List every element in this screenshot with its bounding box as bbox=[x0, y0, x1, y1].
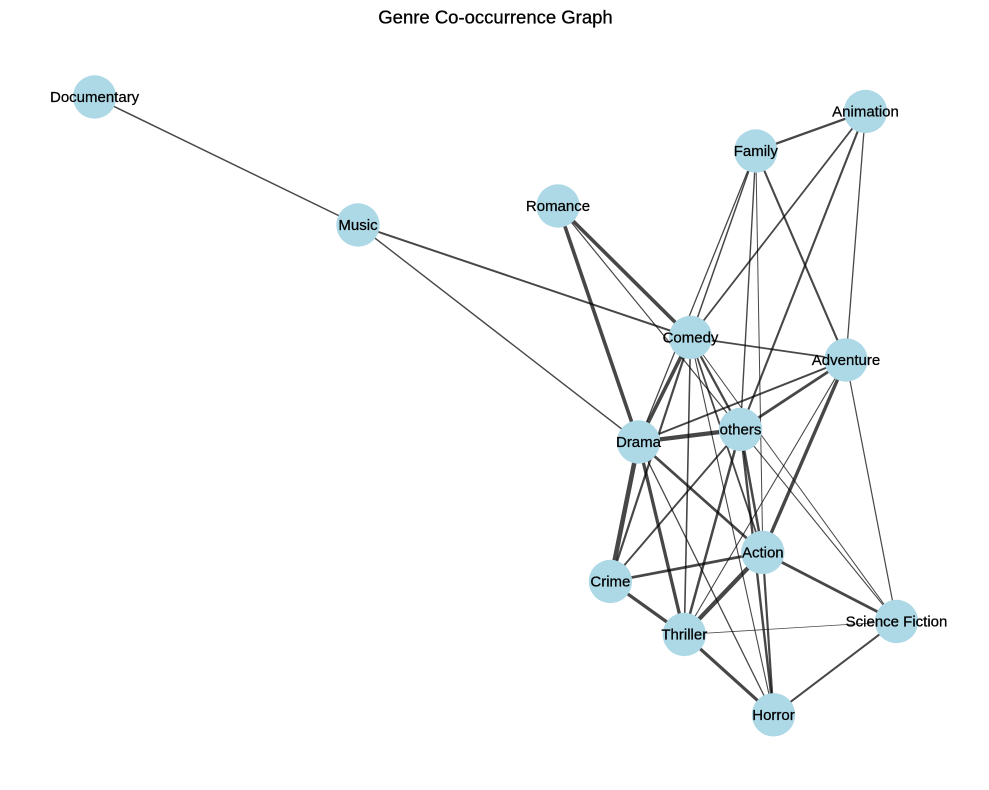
svg-text:Family: Family bbox=[734, 143, 779, 160]
svg-text:Adventure: Adventure bbox=[812, 352, 880, 369]
svg-text:Horror: Horror bbox=[752, 707, 795, 724]
svg-text:Music: Music bbox=[338, 217, 378, 234]
svg-text:Thriller: Thriller bbox=[661, 627, 707, 644]
svg-text:Comedy: Comedy bbox=[663, 330, 719, 347]
svg-text:Genre Co-occurrence Graph: Genre Co-occurrence Graph bbox=[378, 7, 612, 28]
svg-text:Drama: Drama bbox=[616, 434, 662, 451]
svg-text:Romance: Romance bbox=[526, 198, 590, 215]
svg-text:Science Fiction: Science Fiction bbox=[846, 614, 948, 631]
svg-text:Action: Action bbox=[742, 545, 784, 562]
svg-text:others: others bbox=[720, 422, 762, 439]
svg-text:Crime: Crime bbox=[590, 574, 630, 591]
svg-text:Animation: Animation bbox=[832, 104, 899, 121]
svg-text:Documentary: Documentary bbox=[50, 89, 140, 106]
